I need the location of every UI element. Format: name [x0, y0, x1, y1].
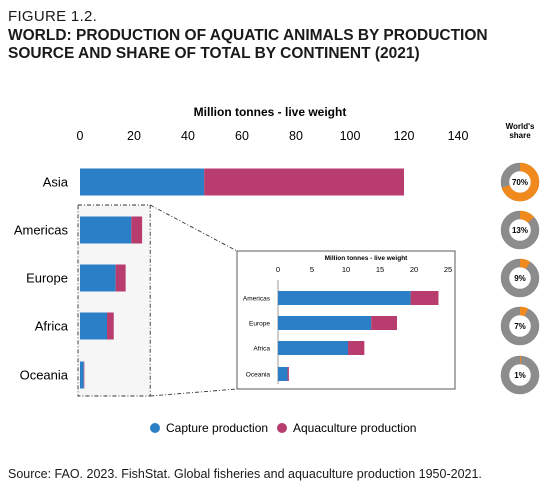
donut-share-asia	[500, 162, 540, 202]
inset-category-americas: Americas	[243, 296, 271, 303]
inset-bar-capture-europe	[278, 316, 372, 330]
main-x-tick-100: 100	[340, 129, 361, 143]
inset-bar-aquaculture-oceania	[287, 367, 289, 381]
main-x-tick-140: 140	[448, 129, 469, 143]
donut-label-asia: 70%	[512, 178, 528, 187]
main-bar-capture-americas	[80, 216, 132, 244]
legend: Capture production Aquaculture productio…	[150, 421, 416, 435]
main-category-asia: Asia	[43, 175, 69, 190]
legend-aquaculture-label: Aquaculture production	[293, 421, 416, 435]
share-heading: World's share	[506, 122, 535, 140]
inset-x-axis-title: Million tonnes - live weight	[325, 255, 409, 262]
main-bar-capture-asia	[80, 168, 205, 196]
main-bar-aquaculture-americas	[131, 216, 143, 244]
donut-share-americas	[500, 210, 540, 250]
main-bar-aquaculture-africa	[107, 312, 114, 340]
main-x-tick-60: 60	[235, 129, 249, 143]
main-bar-capture-africa	[80, 312, 107, 340]
main-x-tick-120: 120	[394, 129, 415, 143]
inset-bar-capture-americas	[278, 291, 411, 305]
donut-label-europe: 9%	[514, 274, 526, 283]
donut-share-oceania	[500, 355, 540, 395]
figure-title: WORLD: PRODUCTION OF AQUATIC ANIMALS BY …	[8, 27, 548, 63]
main-bar-capture-europe	[80, 264, 116, 292]
main-bar-capture-oceania	[80, 361, 84, 389]
main-x-tick-80: 80	[289, 129, 303, 143]
donut-label-oceania: 1%	[514, 371, 526, 380]
donut-share-africa	[500, 306, 540, 346]
inset-x-tick-10: 10	[342, 265, 350, 274]
main-category-africa: Africa	[35, 319, 69, 334]
source-note: Source: FAO. 2023. FishStat. Global fish…	[8, 467, 482, 481]
donut-label-americas: 13%	[512, 226, 528, 235]
inset-bar-aquaculture-africa	[348, 341, 365, 355]
figure-title-line2: SOURCE AND SHARE OF TOTAL BY CONTINENT (…	[8, 45, 420, 62]
main-x-axis-title: Million tonnes - live weight	[194, 105, 347, 119]
inset-x-tick-5: 5	[310, 265, 314, 274]
figure-label: FIGURE 1.2.	[8, 8, 98, 25]
donut-share-europe	[500, 258, 540, 298]
main-bar-aquaculture-oceania	[83, 361, 85, 389]
inset-category-oceania: Oceania	[246, 372, 271, 379]
main-x-tick-40: 40	[181, 129, 195, 143]
figure-title-line1: WORLD: PRODUCTION OF AQUATIC ANIMALS BY …	[8, 27, 488, 44]
main-category-oceania: Oceania	[20, 368, 69, 383]
inset-bar-aquaculture-europe	[371, 316, 397, 330]
legend-capture-swatch	[150, 423, 160, 433]
zoom-connector-top	[149, 204, 238, 252]
inset-category-europe: Europe	[249, 321, 270, 328]
legend-capture-label: Capture production	[166, 421, 268, 435]
inset-x-tick-15: 15	[376, 265, 384, 274]
inset-bar-capture-oceania	[278, 367, 288, 381]
inset-x-tick-20: 20	[410, 265, 418, 274]
main-category-americas: Americas	[14, 223, 69, 238]
inset-x-tick-25: 25	[444, 265, 452, 274]
main-bar-aquaculture-asia	[204, 168, 404, 196]
donut-label-africa: 7%	[514, 322, 526, 331]
inset-category-africa: Africa	[253, 346, 270, 353]
main-category-europe: Europe	[26, 271, 68, 286]
inset-bar-aquaculture-americas	[410, 291, 439, 305]
legend-aquaculture-swatch	[277, 423, 287, 433]
inset-x-tick-0: 0	[276, 265, 280, 274]
zoom-connector-bottom	[150, 388, 238, 397]
inset-bar-capture-africa	[278, 341, 349, 355]
main-bar-aquaculture-europe	[115, 264, 126, 292]
main-x-tick-0: 0	[77, 129, 84, 143]
main-x-tick-20: 20	[127, 129, 141, 143]
